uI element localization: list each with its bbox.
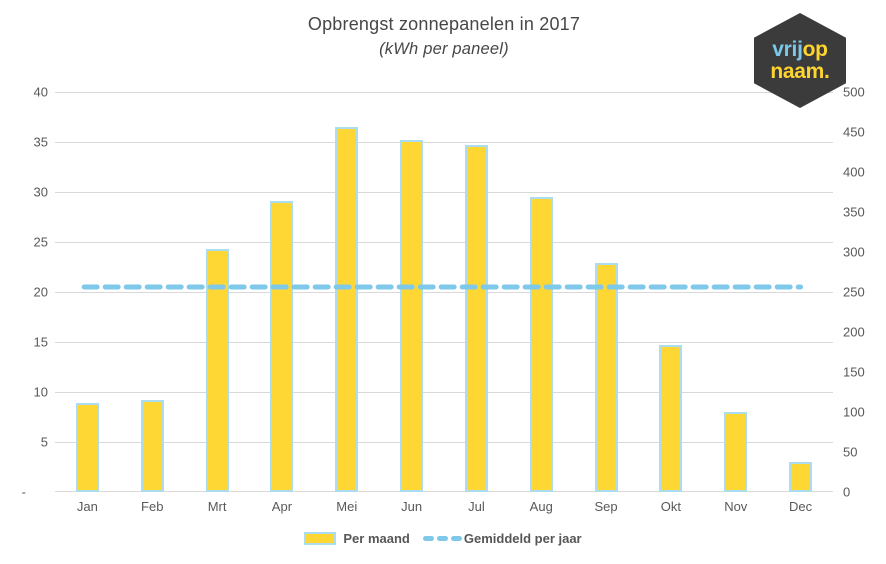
logo-line-1: vrijop bbox=[772, 37, 828, 61]
plot-area bbox=[55, 92, 833, 492]
bar-apr bbox=[270, 201, 294, 492]
chart-subtitle: (kWh per paneel) bbox=[379, 40, 509, 58]
x-axis-tick: Aug bbox=[529, 499, 553, 514]
x-axis-tick: Jul bbox=[468, 499, 485, 514]
x-axis-tick: Mrt bbox=[207, 499, 227, 514]
x-axis-tick: Sep bbox=[594, 499, 618, 514]
y-axis-left-tick: 5 bbox=[40, 434, 48, 450]
y-axis-left-tick: 20 bbox=[33, 284, 48, 300]
x-axis-tick: Feb bbox=[141, 499, 164, 514]
y-axis-right-tick: 400 bbox=[843, 164, 865, 180]
y-axis-left: 40 35 30 25 20 15 10 5 - bbox=[0, 85, 48, 500]
bar-sep bbox=[594, 263, 618, 492]
legend-label-gemiddeld: Gemiddeld per jaar bbox=[463, 531, 582, 546]
y-axis-right-tick: 100 bbox=[843, 404, 865, 420]
x-axis-tick: Jan bbox=[76, 499, 98, 514]
bar-okt bbox=[659, 345, 683, 492]
average-line bbox=[81, 284, 804, 290]
bar-feb bbox=[140, 400, 164, 492]
bar-jun bbox=[400, 140, 424, 492]
y-axis-left-tick: 15 bbox=[33, 334, 48, 350]
y-axis-right-tick: 0 bbox=[843, 484, 851, 500]
y-axis-right-tick: 150 bbox=[843, 364, 865, 380]
x-axis-tick: Jun bbox=[401, 499, 423, 514]
x-axis-tick: Okt bbox=[660, 499, 682, 514]
bar-mei bbox=[335, 127, 359, 492]
x-axis-tick: Apr bbox=[271, 499, 293, 514]
gridline bbox=[55, 92, 833, 93]
legend-item-per-maand: Per maand bbox=[304, 531, 410, 546]
gridline bbox=[55, 242, 833, 243]
bar-jan bbox=[75, 403, 99, 492]
logo-text-op: op bbox=[802, 37, 828, 61]
bar-jul bbox=[464, 145, 488, 492]
x-axis: Jan Feb Mrt Apr Mei Jun Jul Aug Sep Okt Nov Dec bbox=[55, 499, 833, 517]
x-axis-tick: Nov bbox=[724, 499, 748, 514]
bar-dec bbox=[789, 462, 813, 492]
y-axis-left-tick: 35 bbox=[33, 134, 48, 150]
bar-mrt bbox=[205, 249, 229, 492]
x-axis-tick: Dec bbox=[789, 499, 813, 514]
logo-text-vrij: vrij bbox=[772, 37, 803, 61]
y-axis-right-tick: 200 bbox=[843, 324, 865, 340]
gridline bbox=[55, 142, 833, 143]
y-axis-right-tick: 250 bbox=[843, 284, 865, 300]
gridline bbox=[55, 392, 833, 393]
gridline bbox=[55, 192, 833, 193]
gridline bbox=[55, 442, 833, 443]
legend-label-per-maand: Per maand bbox=[343, 531, 410, 546]
y-axis-left-tick: - bbox=[21, 484, 26, 500]
y-axis-right-tick: 300 bbox=[843, 244, 865, 260]
y-axis-left-tick: 30 bbox=[33, 184, 48, 200]
y-axis-right-tick: 500 bbox=[843, 84, 865, 100]
y-axis-right: 500 450 400 350 300 250 200 150 100 50 0 bbox=[843, 85, 885, 500]
y-axis-left-tick: 25 bbox=[33, 234, 48, 250]
y-axis-right-tick: 450 bbox=[843, 124, 865, 140]
y-axis-left-tick: 40 bbox=[33, 84, 48, 100]
bar-nov bbox=[724, 412, 748, 492]
legend-bar-swatch bbox=[304, 532, 337, 545]
logo-text-naam: naam. bbox=[770, 59, 830, 83]
y-axis-left-tick: 10 bbox=[33, 384, 48, 400]
legend-dash-swatch bbox=[422, 536, 462, 541]
legend-item-gemiddeld: Gemiddeld per jaar bbox=[422, 531, 582, 546]
chart-title: Opbrengst zonnepanelen in 2017 bbox=[307, 14, 581, 34]
gridline bbox=[55, 292, 833, 293]
y-axis-right-tick: 50 bbox=[843, 444, 858, 460]
x-axis-tick: Mei bbox=[336, 499, 358, 514]
y-axis-right-tick: 350 bbox=[843, 204, 865, 220]
legend: Per maand Gemiddeld per jaar bbox=[0, 531, 886, 546]
gridline bbox=[55, 342, 833, 343]
bar-aug bbox=[529, 197, 553, 492]
gridline bbox=[55, 491, 833, 492]
